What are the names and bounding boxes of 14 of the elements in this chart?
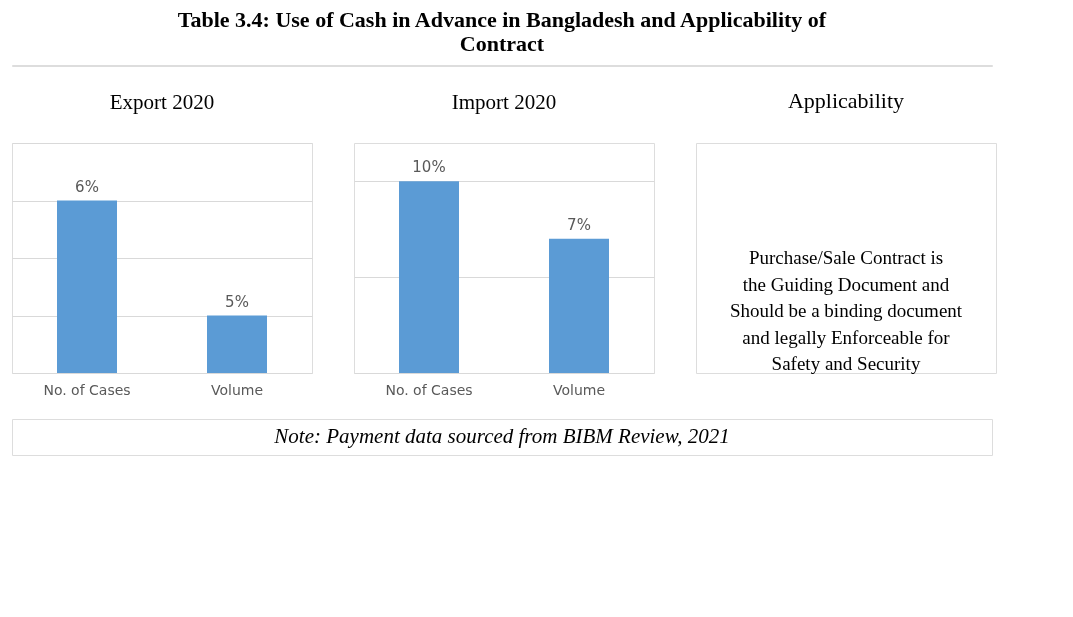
data-label: 5% (225, 292, 249, 311)
data-label: 10% (412, 158, 446, 177)
data-label: 6% (75, 177, 99, 196)
x-tick-label: No. of Cases (43, 381, 131, 398)
chart-title: Import 2020 (451, 90, 557, 114)
chart-title: Export 2020 (109, 90, 215, 114)
x-tick-label: Volume (210, 381, 264, 398)
text: Table 3.4: Use of Cash in Advance in Bangladesh and Applicability of Contract (177, 7, 827, 57)
text: Applicability (787, 88, 905, 113)
data-label: 7% (567, 215, 591, 234)
text: Purchase/Sale Contract is the Guiding Document and Should be a binding document and legally Enforceable for Safety and Security (729, 247, 963, 375)
x-tick-label: No. of Cases (385, 381, 473, 398)
x-tick-label: Volume (552, 381, 606, 398)
text: Note: Payment data sourced from BIBM Review, 2021 (273, 424, 730, 448)
